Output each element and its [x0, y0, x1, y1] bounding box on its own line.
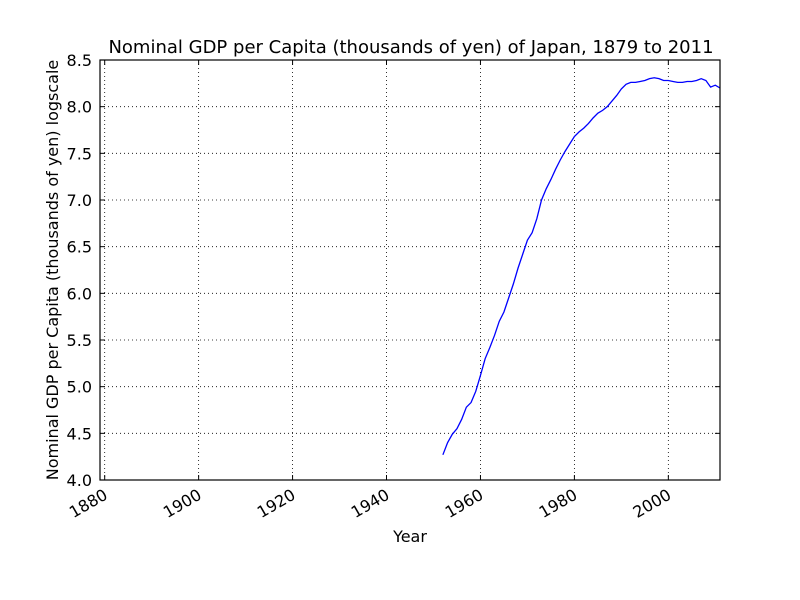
y-tick-label: 5.5: [67, 331, 92, 350]
axis-ticks: 1880 1900 1920 1940 1960 1980 2000 4.0 4.5 5.0 5.5…: [66, 51, 720, 522]
chart-title: Nominal GDP per Capita (thousands of yen…: [108, 37, 713, 58]
y-tick-label: 8.0: [67, 98, 92, 117]
y-axis-label: Nominal GDP per Capita (thousands of yen…: [43, 60, 62, 480]
x-tick-label: 1980: [536, 485, 581, 522]
x-tick-label: 2000: [630, 485, 675, 522]
y-tick-label: 6.0: [67, 284, 92, 303]
y-tick-label: 6.5: [67, 238, 92, 257]
x-tick-label: 1920: [254, 485, 299, 522]
x-tick-label: 1960: [442, 485, 487, 522]
x-tick-label: 1940: [348, 485, 393, 522]
x-tick-label: 1880: [66, 485, 111, 522]
plot-frame: [99, 59, 721, 481]
y-tick-label: 4.0: [67, 471, 92, 490]
x-tick-label: 1900: [160, 485, 205, 522]
grid: [100, 59, 720, 481]
y-tick-label: 4.5: [67, 424, 92, 443]
y-tick-label: 8.5: [67, 51, 92, 70]
series-layer: [442, 77, 721, 456]
y-tick-label: 7.0: [67, 191, 92, 210]
y-tick-label: 5.0: [67, 378, 92, 397]
y-tick-label: 7.5: [67, 144, 92, 163]
x-axis-label: Year: [392, 527, 427, 546]
series-line: [442, 77, 721, 456]
